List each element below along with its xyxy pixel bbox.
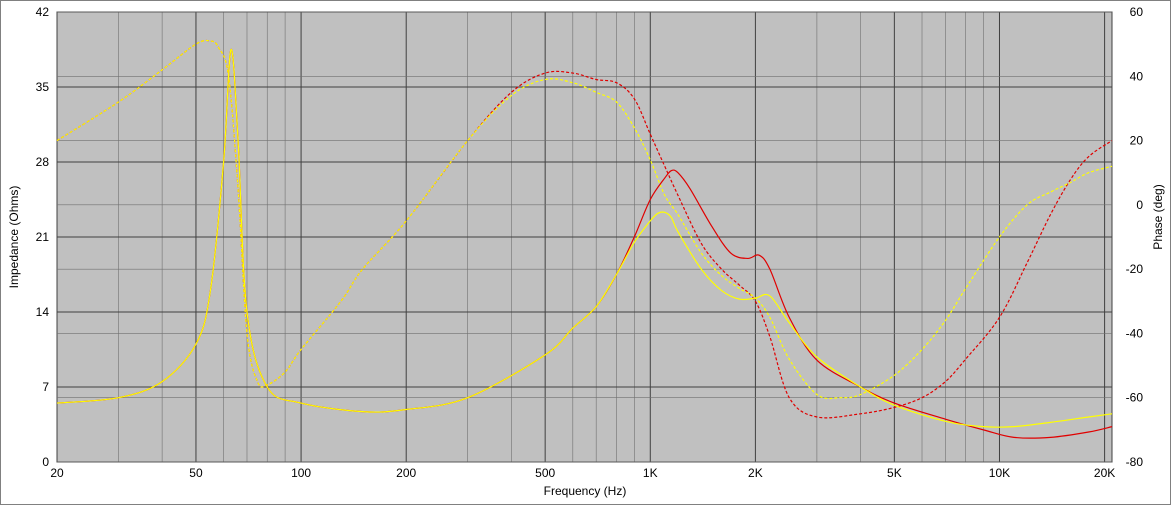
- y2-axis-label: Phase (deg): [1151, 184, 1165, 249]
- y2-tick-label: 0: [1136, 198, 1143, 212]
- y2-tick-label: 60: [1130, 5, 1144, 19]
- y-tick-label: 35: [36, 80, 50, 94]
- series-layer: [56, 39, 1113, 439]
- y2-tick-label: -40: [1126, 326, 1144, 340]
- y2-tick-label: 20: [1130, 134, 1144, 148]
- y-tick-label: 42: [36, 5, 50, 19]
- x-tick-label: 50: [189, 466, 203, 480]
- x-tick-label: 200: [396, 466, 416, 480]
- x-tick-label: 20: [50, 466, 64, 480]
- y2-tick-label: -60: [1126, 391, 1144, 405]
- y-tick-label: 7: [42, 380, 49, 394]
- phase-series-red: [56, 39, 1113, 419]
- y2-tick-label: 40: [1130, 69, 1144, 83]
- x-tick-label: 10K: [989, 466, 1010, 480]
- x-tick-label: 500: [535, 466, 555, 480]
- y-tick-label: 0: [42, 455, 49, 469]
- x-tick-label: 2K: [748, 466, 763, 480]
- y2-tick-label: -20: [1126, 262, 1144, 276]
- x-tick-label: 1K: [643, 466, 658, 480]
- tick-labels: 20 50 100 200 500 1K 2K 5K 10K 20K071421283542-80…: [36, 5, 1144, 480]
- x-tick-label: 5K: [887, 466, 902, 480]
- y-axis-label: Impedance (Ohms): [7, 186, 21, 289]
- y-tick-label: 21: [36, 230, 50, 244]
- y-tick-label: 14: [36, 305, 50, 319]
- impedance-series-yellow: [56, 48, 1113, 428]
- x-axis-label: Frequency (Hz): [544, 484, 627, 498]
- y-tick-label: 28: [36, 155, 50, 169]
- x-tick-label: 100: [291, 466, 311, 480]
- y2-tick-label: -80: [1126, 455, 1144, 469]
- x-tick-label: 20K: [1094, 466, 1115, 480]
